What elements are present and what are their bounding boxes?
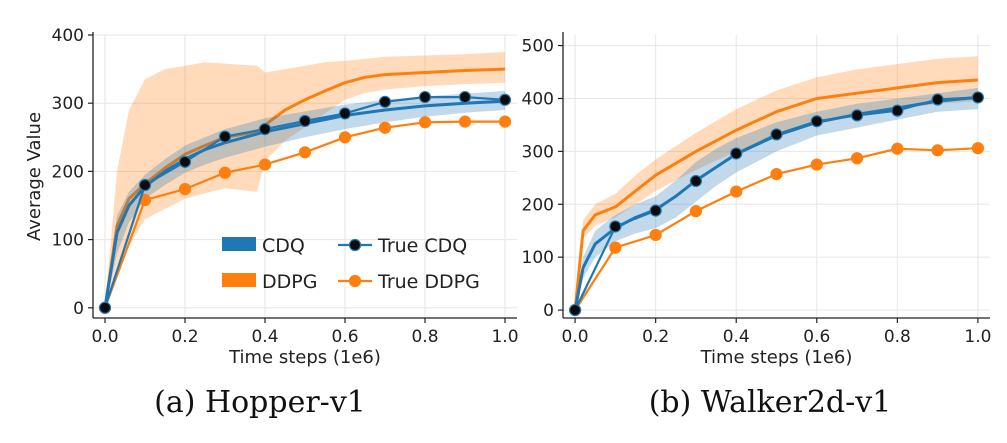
x-tick-label: 0.4 bbox=[251, 327, 278, 347]
point-true_ddpg bbox=[730, 185, 743, 198]
band-cdq bbox=[105, 90, 505, 308]
x-tick-label: 0.4 bbox=[723, 327, 750, 347]
y-tick-label: 300 bbox=[522, 142, 554, 162]
y-tick-label: 0 bbox=[73, 299, 84, 319]
point-true_cdq bbox=[568, 303, 582, 317]
x-axis-label: Time steps (1e6) bbox=[228, 347, 381, 368]
y-tick-label: 0 bbox=[543, 301, 554, 321]
line-cdq bbox=[103, 99, 506, 309]
point-true_ddpg bbox=[609, 241, 622, 254]
point-true_cdq bbox=[498, 93, 512, 106]
point-true_cdq bbox=[298, 114, 312, 128]
point-true_ddpg bbox=[891, 142, 904, 155]
point-true_cdq bbox=[649, 204, 662, 217]
point-true_cdq bbox=[418, 90, 432, 104]
point-true_cdq bbox=[178, 155, 192, 168]
legend-item-true_ddpg: True DDPG bbox=[338, 271, 480, 293]
x-tick-label: 0.6 bbox=[803, 327, 830, 347]
point-true_ddpg bbox=[931, 144, 944, 157]
x-tick-label: 0.6 bbox=[331, 327, 358, 347]
legend-swatch-marker-true_cdq bbox=[348, 238, 362, 252]
legend-item-cdq: CDQ bbox=[222, 235, 305, 257]
x-axis-label: Time steps (1e6) bbox=[700, 347, 853, 368]
legend-swatch-ddpg bbox=[222, 273, 256, 287]
point-true_ddpg bbox=[338, 131, 352, 144]
band-ddpg bbox=[105, 52, 505, 308]
legend-item-ddpg: DDPG bbox=[222, 271, 317, 293]
y-tick-label: 200 bbox=[52, 162, 84, 182]
point-true_ddpg bbox=[649, 228, 662, 242]
y-tick-label: 300 bbox=[52, 94, 84, 114]
point-true_ddpg bbox=[258, 158, 272, 171]
point-true_cdq bbox=[971, 91, 985, 104]
point-true_ddpg bbox=[298, 146, 312, 159]
legend-swatch-marker-true_ddpg bbox=[348, 274, 362, 288]
x-tick-label: 0.8 bbox=[884, 327, 911, 347]
point-true_cdq bbox=[810, 115, 823, 128]
point-true_ddpg bbox=[850, 152, 864, 165]
point-true_cdq bbox=[138, 178, 152, 192]
y-tick-label: 400 bbox=[52, 26, 84, 46]
line-ddpg bbox=[573, 78, 978, 311]
point-true_cdq bbox=[338, 107, 352, 120]
point-true_ddpg bbox=[498, 115, 512, 128]
legend-label-true_cdq: True CDQ bbox=[377, 235, 467, 257]
legend-label-true_ddpg: True DDPG bbox=[377, 271, 480, 293]
point-true_cdq bbox=[98, 301, 112, 314]
panel-caption: (a) Hopper-v1 bbox=[154, 385, 366, 420]
point-true_ddpg bbox=[418, 116, 432, 129]
point-true_cdq bbox=[458, 90, 472, 104]
point-true_cdq bbox=[258, 123, 272, 136]
y-tick-label: 200 bbox=[522, 195, 554, 215]
point-true_ddpg bbox=[810, 158, 823, 171]
point-true_cdq bbox=[850, 109, 864, 122]
x-tick-label: 0.0 bbox=[562, 327, 589, 347]
x-tick-label: 1.0 bbox=[964, 327, 991, 347]
point-true_ddpg bbox=[218, 166, 232, 179]
x-tick-label: 0.8 bbox=[411, 327, 438, 347]
band-ddpg bbox=[575, 56, 978, 311]
y-tick-label: 400 bbox=[522, 89, 554, 109]
point-true_ddpg bbox=[458, 115, 472, 128]
point-true_cdq bbox=[689, 174, 703, 188]
legend-swatch-cdq bbox=[222, 237, 256, 251]
point-true_cdq bbox=[931, 93, 944, 106]
panel-caption: (b) Walker2d-v1 bbox=[649, 385, 892, 420]
x-tick-label: 0.2 bbox=[171, 327, 198, 347]
point-true_ddpg bbox=[178, 183, 192, 196]
point-true_ddpg bbox=[770, 168, 783, 181]
panel-walker2d: 0.0 0.2 0.4 0.6 0.8 1.0 0 100 200 300 400 500 Time s… bbox=[522, 32, 991, 420]
x-tick-label: 0.0 bbox=[91, 327, 118, 347]
y-tick-label: 500 bbox=[522, 37, 554, 57]
legend-item-true_cdq: True CDQ bbox=[338, 235, 467, 257]
point-true_cdq bbox=[218, 130, 232, 143]
point-true_cdq bbox=[609, 220, 622, 233]
legend-label-cdq: CDQ bbox=[262, 235, 305, 257]
panel-hopper: 0.0 0.2 0.4 0.6 0.8 1.0 0 100 200 300 400 Time step… bbox=[24, 26, 519, 420]
y-tick-label: 100 bbox=[52, 231, 84, 251]
point-true_ddpg bbox=[378, 121, 392, 134]
y-tick-label: 100 bbox=[522, 248, 554, 268]
legend-label-ddpg: DDPG bbox=[262, 271, 317, 293]
x-tick-label: 1.0 bbox=[491, 327, 518, 347]
y-axis-label: Average Value bbox=[24, 112, 45, 241]
point-true_cdq bbox=[730, 147, 743, 160]
point-true_cdq bbox=[891, 104, 904, 117]
point-true_ddpg bbox=[689, 205, 703, 218]
point-true_ddpg bbox=[971, 142, 985, 155]
x-tick-label: 0.2 bbox=[642, 327, 669, 347]
point-true_cdq bbox=[770, 128, 783, 141]
point-true_cdq bbox=[378, 95, 392, 108]
legend: CDQ True CDQ DDPG True DDPG bbox=[222, 235, 480, 293]
